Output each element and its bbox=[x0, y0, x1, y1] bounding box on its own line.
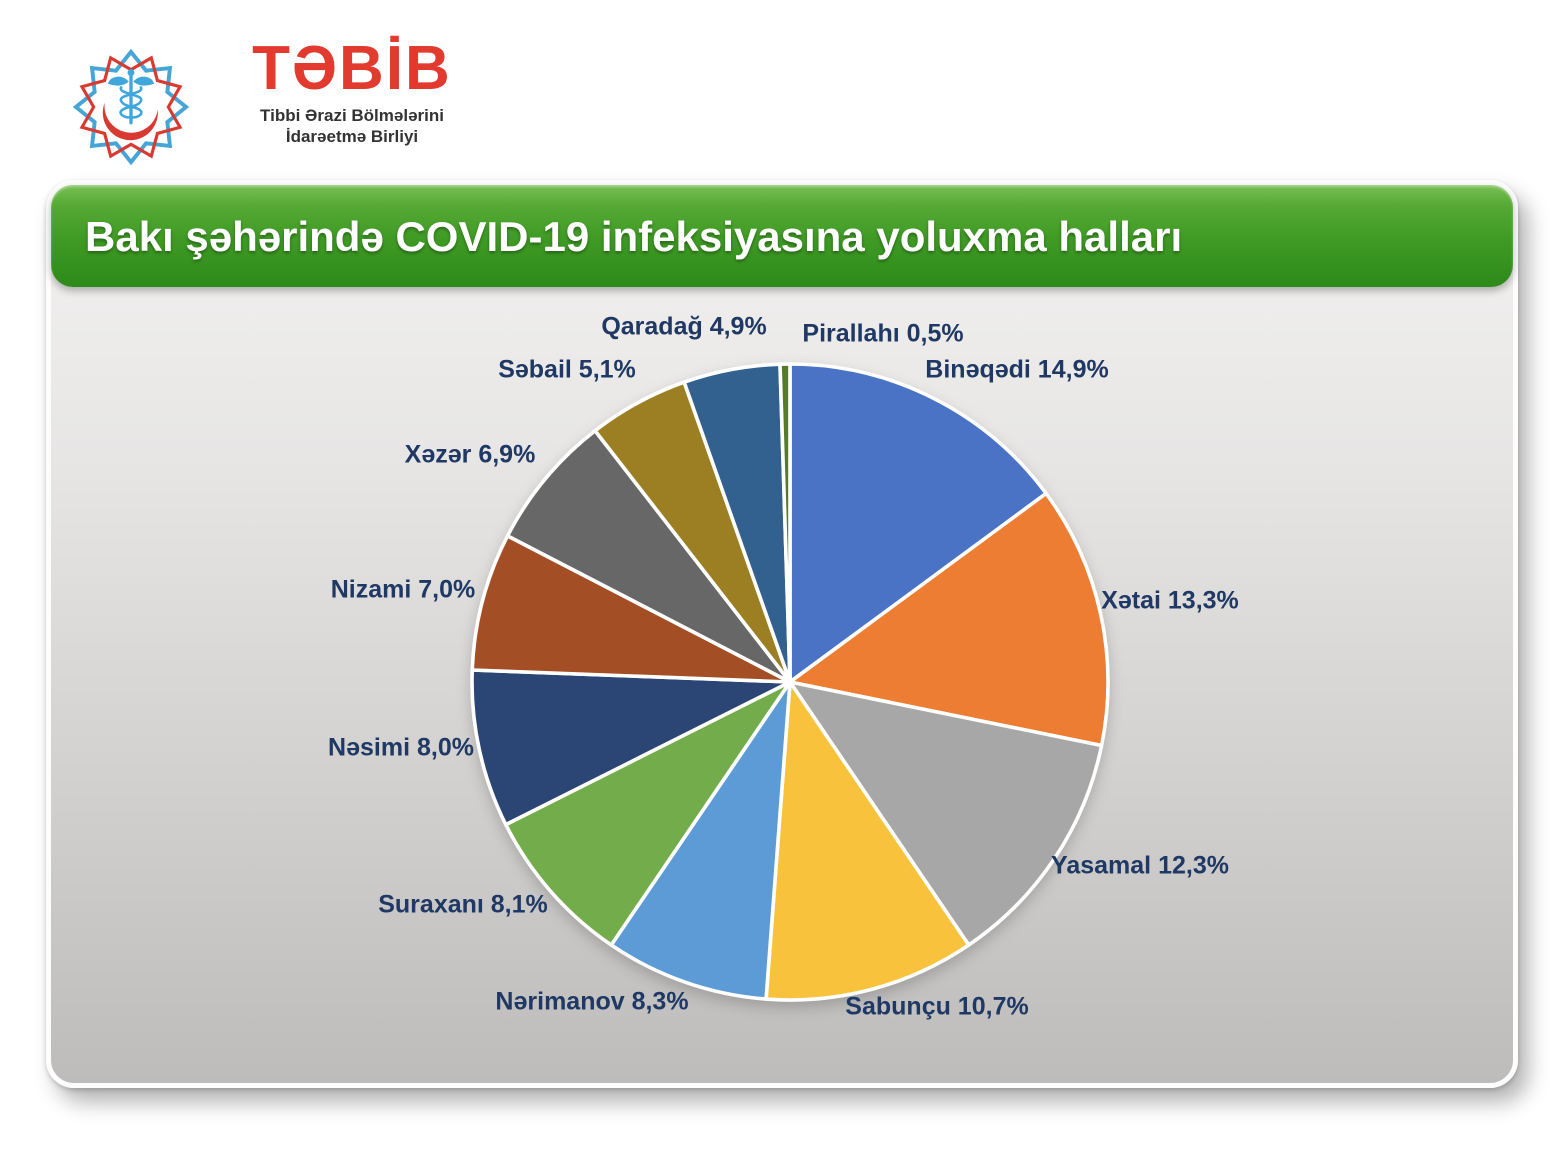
caduceus-icon bbox=[107, 69, 155, 125]
star-outline-red bbox=[79, 55, 183, 159]
card-header: Bakı şəhərində COVID-19 infeksiyasına yo… bbox=[51, 185, 1513, 287]
brand-wordmark: TƏBİB bbox=[252, 34, 452, 103]
tebib-logo: TƏBİB Tibbi Ərazi Bölmələrini İdarəetmə … bbox=[70, 30, 550, 170]
tebib-star-emblem-icon bbox=[72, 48, 190, 166]
brand-subtitle-line2: İdarəetmə Birliyi bbox=[285, 126, 419, 146]
chart-card: Bakı şəhərində COVID-19 infeksiyasına yo… bbox=[46, 180, 1518, 1088]
crescent-icon bbox=[102, 102, 158, 141]
brand-subtitle-line1: Tibbi Ərazi Bölmələrini bbox=[260, 106, 444, 125]
chart-title: Bakı şəhərində COVID-19 infeksiyasına yo… bbox=[85, 213, 1183, 260]
